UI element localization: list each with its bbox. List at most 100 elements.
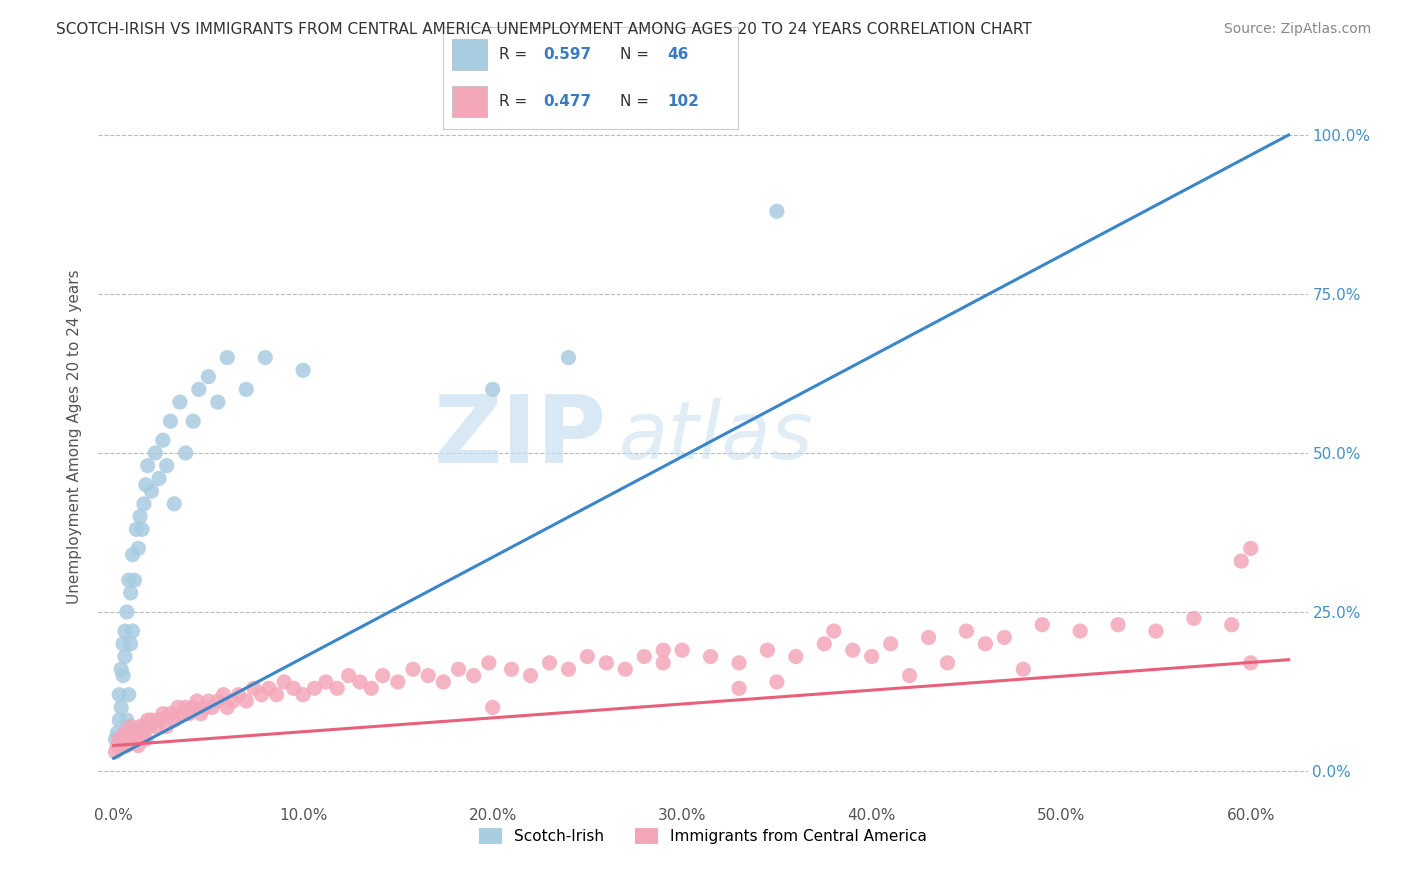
Point: [1012, 662, 1035, 676]
Point: [135, 732, 157, 747]
Point: [105, 726, 128, 740]
Point: [179, 706, 201, 721]
Point: [174, 446, 197, 460]
Point: [292, 363, 315, 377]
Point: [243, 681, 266, 696]
Point: [127, 541, 149, 556]
Point: [121, 726, 143, 740]
Point: [156, 458, 179, 473]
Point: [283, 681, 305, 696]
Point: [115, 605, 138, 619]
Point: [169, 395, 191, 409]
Point: [595, 656, 617, 670]
Point: [132, 497, 155, 511]
Point: [141, 713, 163, 727]
Point: [110, 662, 132, 676]
Point: [129, 719, 152, 733]
Point: [360, 681, 382, 696]
Point: [108, 732, 131, 747]
Point: [557, 351, 579, 365]
Text: R =: R =: [499, 95, 531, 109]
Point: [292, 688, 315, 702]
Point: [120, 586, 142, 600]
Point: [148, 713, 170, 727]
Point: [1240, 541, 1263, 556]
Point: [159, 706, 181, 721]
Text: ZIP: ZIP: [433, 391, 606, 483]
Point: [197, 369, 219, 384]
Point: [174, 700, 197, 714]
Point: [127, 739, 149, 753]
Point: [652, 643, 675, 657]
Point: [121, 624, 143, 638]
Point: [120, 719, 142, 733]
Text: 102: 102: [668, 95, 699, 109]
Point: [156, 719, 179, 733]
Point: [115, 713, 138, 727]
Point: [118, 732, 141, 747]
Point: [273, 675, 295, 690]
Y-axis label: Unemployment Among Ages 20 to 24 years: Unemployment Among Ages 20 to 24 years: [67, 269, 83, 605]
Point: [432, 675, 454, 690]
Point: [125, 522, 148, 536]
Text: 46: 46: [668, 47, 689, 62]
Text: Source: ZipAtlas.com: Source: ZipAtlas.com: [1223, 22, 1371, 37]
Point: [118, 573, 141, 587]
Point: [766, 675, 789, 690]
Point: [112, 637, 135, 651]
Point: [129, 509, 152, 524]
Point: [254, 351, 277, 365]
Point: [371, 668, 394, 682]
Point: [652, 656, 675, 670]
Point: [217, 351, 239, 365]
Point: [114, 624, 136, 638]
Point: [120, 637, 142, 651]
Point: [1031, 617, 1053, 632]
Point: [207, 694, 229, 708]
Point: [501, 662, 523, 676]
Point: [167, 700, 190, 714]
Point: [576, 649, 599, 664]
Point: [614, 662, 637, 676]
Point: [186, 694, 208, 708]
Point: [728, 656, 751, 670]
Point: [114, 649, 136, 664]
Point: [124, 732, 146, 747]
Point: [104, 732, 127, 747]
Point: [633, 649, 655, 664]
Point: [257, 681, 280, 696]
Point: [135, 477, 157, 491]
Bar: [451, 87, 486, 117]
Point: [115, 739, 138, 753]
Point: [519, 668, 541, 682]
Point: [112, 732, 135, 747]
Point: [671, 643, 693, 657]
Point: [217, 700, 239, 714]
Point: [228, 688, 250, 702]
Point: [402, 662, 425, 676]
Text: SCOTCH-IRISH VS IMMIGRANTS FROM CENTRAL AMERICA UNEMPLOYMENT AMONG AGES 20 TO 24: SCOTCH-IRISH VS IMMIGRANTS FROM CENTRAL …: [56, 22, 1032, 37]
Point: [823, 624, 845, 638]
Point: [699, 649, 721, 664]
Point: [207, 395, 229, 409]
Point: [387, 675, 409, 690]
Point: [131, 726, 153, 740]
Point: [114, 726, 136, 740]
Point: [170, 706, 193, 721]
Point: [756, 643, 779, 657]
Point: [108, 688, 131, 702]
Point: [181, 414, 204, 428]
Point: [349, 675, 371, 690]
Point: [141, 484, 163, 499]
Point: [1230, 554, 1253, 568]
Point: [125, 726, 148, 740]
Point: [105, 739, 128, 753]
Point: [1107, 617, 1129, 632]
Point: [478, 656, 501, 670]
Point: [266, 688, 288, 702]
Point: [190, 706, 212, 721]
Point: [418, 668, 440, 682]
Text: 0.477: 0.477: [543, 95, 592, 109]
Point: [110, 739, 132, 753]
Point: [481, 383, 503, 397]
